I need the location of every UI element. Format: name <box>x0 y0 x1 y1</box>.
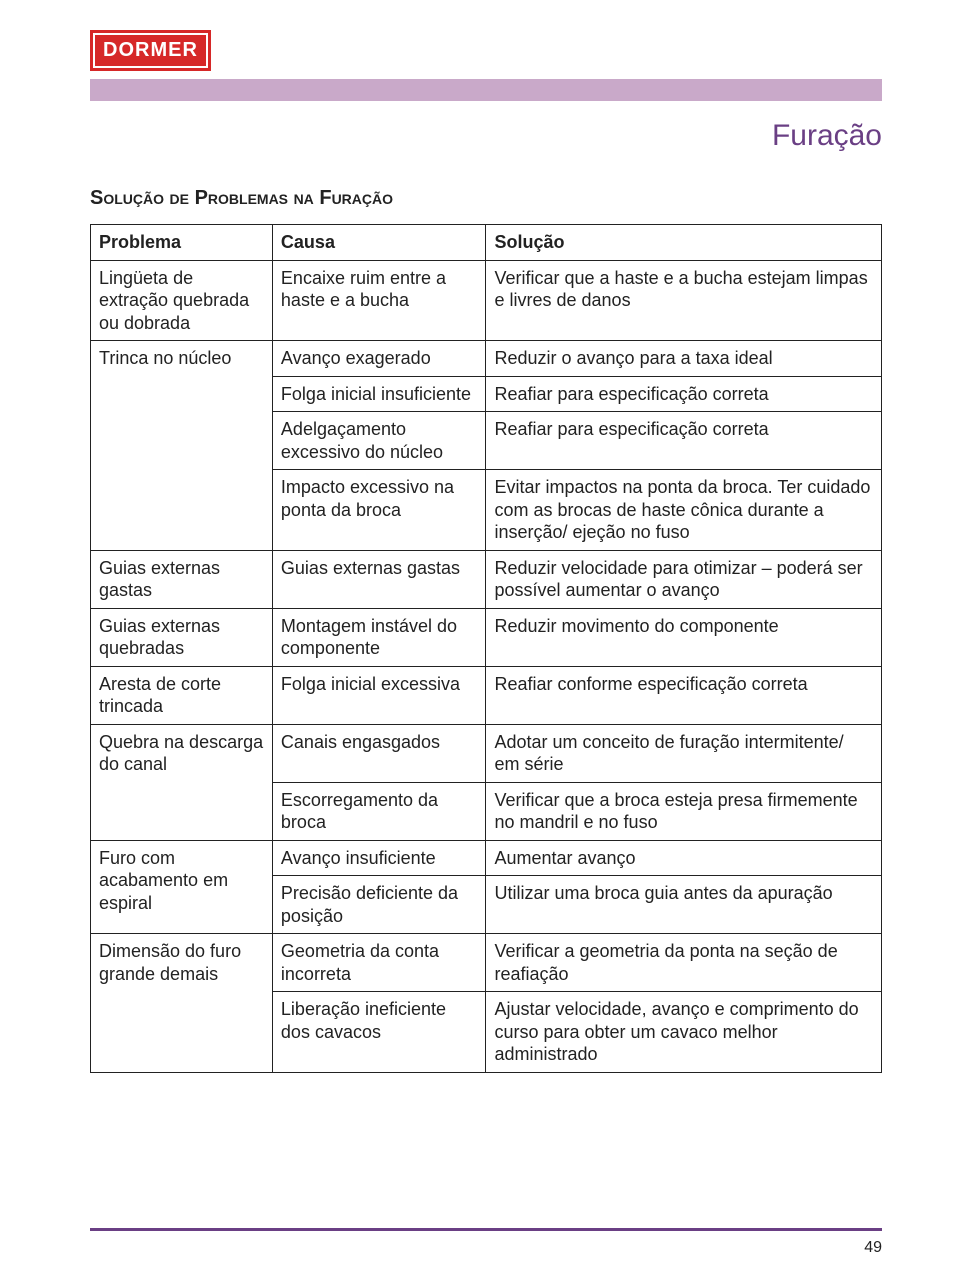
cell-causa: Montagem instável do componente <box>272 608 486 666</box>
problems-table: Problema Causa Solução Lingüeta de extra… <box>90 224 882 1073</box>
cell-problema: Guias externas quebradas <box>91 608 273 666</box>
decorative-band <box>90 79 882 101</box>
page-title: Furação <box>772 119 882 153</box>
cell-causa: Folga inicial insuficiente <box>272 376 486 412</box>
cell-causa: Adelgaçamento excessivo do núcleo <box>272 412 486 470</box>
cell-problema: Guias externas gastas <box>91 550 273 608</box>
cell-causa: Liberação ineficiente dos cavacos <box>272 992 486 1073</box>
cell-solucao: Evitar impactos na ponta da broca. Ter c… <box>486 470 882 551</box>
cell-solucao: Reafiar conforme especificação correta <box>486 666 882 724</box>
title-row: Furação <box>90 119 882 153</box>
table-row: Quebra na descarga do canalCanais engasg… <box>91 724 882 782</box>
cell-causa: Encaixe ruim entre a haste e a bucha <box>272 260 486 341</box>
table-header-row: Problema Causa Solução <box>91 225 882 261</box>
cell-solucao: Reduzir movimento do componente <box>486 608 882 666</box>
brand-logo: DORMER <box>90 30 211 71</box>
cell-solucao: Ajustar velocidade, avanço e comprimento… <box>486 992 882 1073</box>
footer-line <box>90 1228 882 1231</box>
cell-causa: Folga inicial excessiva <box>272 666 486 724</box>
cell-causa: Escorregamento da broca <box>272 782 486 840</box>
cell-problema: Dimensão do furo grande demais <box>91 934 273 1073</box>
col-header-causa: Causa <box>272 225 486 261</box>
col-header-solucao: Solução <box>486 225 882 261</box>
cell-solucao: Adotar um conceito de furação intermiten… <box>486 724 882 782</box>
table-row: Dimensão do furo grande demaisGeometria … <box>91 934 882 992</box>
table-row: Lingüeta de extração quebrada ou dobrada… <box>91 260 882 341</box>
cell-solucao: Utilizar uma broca guia antes da apuraçã… <box>486 876 882 934</box>
cell-solucao: Reafiar para especificação correta <box>486 376 882 412</box>
cell-causa: Avanço insuficiente <box>272 840 486 876</box>
cell-causa: Geometria da conta incorreta <box>272 934 486 992</box>
section-title: Solução de Problemas na Furação <box>90 187 882 210</box>
table-body: Lingüeta de extração quebrada ou dobrada… <box>91 260 882 1072</box>
cell-solucao: Reduzir velocidade para otimizar – poder… <box>486 550 882 608</box>
cell-causa: Canais engasgados <box>272 724 486 782</box>
cell-problema: Quebra na descarga do canal <box>91 724 273 840</box>
col-header-problema: Problema <box>91 225 273 261</box>
cell-solucao: Aumentar avanço <box>486 840 882 876</box>
table-row: Furo com acabamento em espiralAvanço ins… <box>91 840 882 876</box>
table-row: Guias externas quebradasMontagem instáve… <box>91 608 882 666</box>
table-row: Guias externas gastasGuias externas gast… <box>91 550 882 608</box>
table-row: Trinca no núcleoAvanço exageradoReduzir … <box>91 341 882 377</box>
cell-problema: Aresta de corte trincada <box>91 666 273 724</box>
cell-problema: Furo com acabamento em espiral <box>91 840 273 934</box>
cell-solucao: Verificar que a broca esteja presa firme… <box>486 782 882 840</box>
cell-problema: Lingüeta de extração quebrada ou dobrada <box>91 260 273 341</box>
page: DORMER Furação Solução de Problemas na F… <box>0 0 960 1283</box>
cell-solucao: Reafiar para especificação correta <box>486 412 882 470</box>
cell-causa: Precisão deficiente da posição <box>272 876 486 934</box>
cell-solucao: Verificar que a haste e a bucha estejam … <box>486 260 882 341</box>
cell-solucao: Verificar a geometria da ponta na seção … <box>486 934 882 992</box>
cell-solucao: Reduzir o avanço para a taxa ideal <box>486 341 882 377</box>
cell-causa: Guias externas gastas <box>272 550 486 608</box>
page-number: 49 <box>864 1239 882 1257</box>
cell-causa: Impacto excessivo na ponta da broca <box>272 470 486 551</box>
cell-causa: Avanço exagerado <box>272 341 486 377</box>
table-row: Aresta de corte trincadaFolga inicial ex… <box>91 666 882 724</box>
cell-problema: Trinca no núcleo <box>91 341 273 551</box>
